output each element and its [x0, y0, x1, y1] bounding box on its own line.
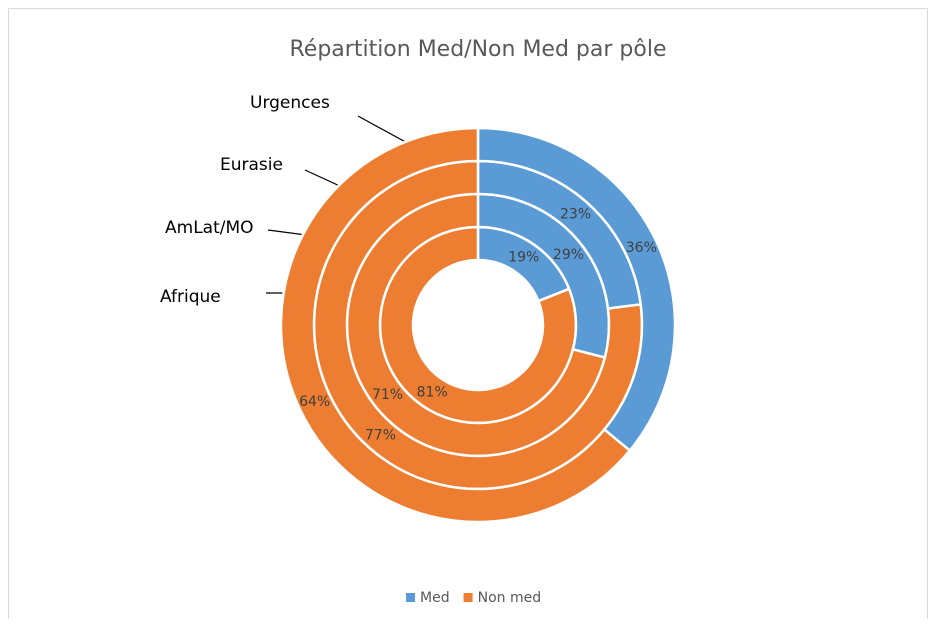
chart-title: Répartition Med/Non Med par pôle	[290, 37, 667, 62]
ring-label: AmLat/MO	[165, 218, 254, 238]
data-label: 64%	[299, 394, 330, 410]
legend-swatch	[406, 593, 415, 602]
legend-label: Non med	[478, 590, 542, 606]
data-label: 19%	[508, 250, 539, 266]
data-label: 36%	[626, 240, 657, 256]
data-label: 81%	[417, 384, 448, 400]
chart-border	[8, 8, 928, 623]
ring-label: Afrique	[160, 287, 221, 307]
ring-label: Eurasie	[220, 155, 283, 175]
data-label: 29%	[553, 247, 584, 263]
ring-label: Urgences	[250, 93, 330, 113]
legend-label: Med	[420, 590, 450, 606]
legend-swatch	[463, 593, 473, 602]
data-label: 23%	[560, 206, 591, 222]
data-label: 77%	[365, 428, 396, 444]
doughnut-segment	[279, 126, 632, 524]
data-label: 71%	[372, 387, 403, 403]
